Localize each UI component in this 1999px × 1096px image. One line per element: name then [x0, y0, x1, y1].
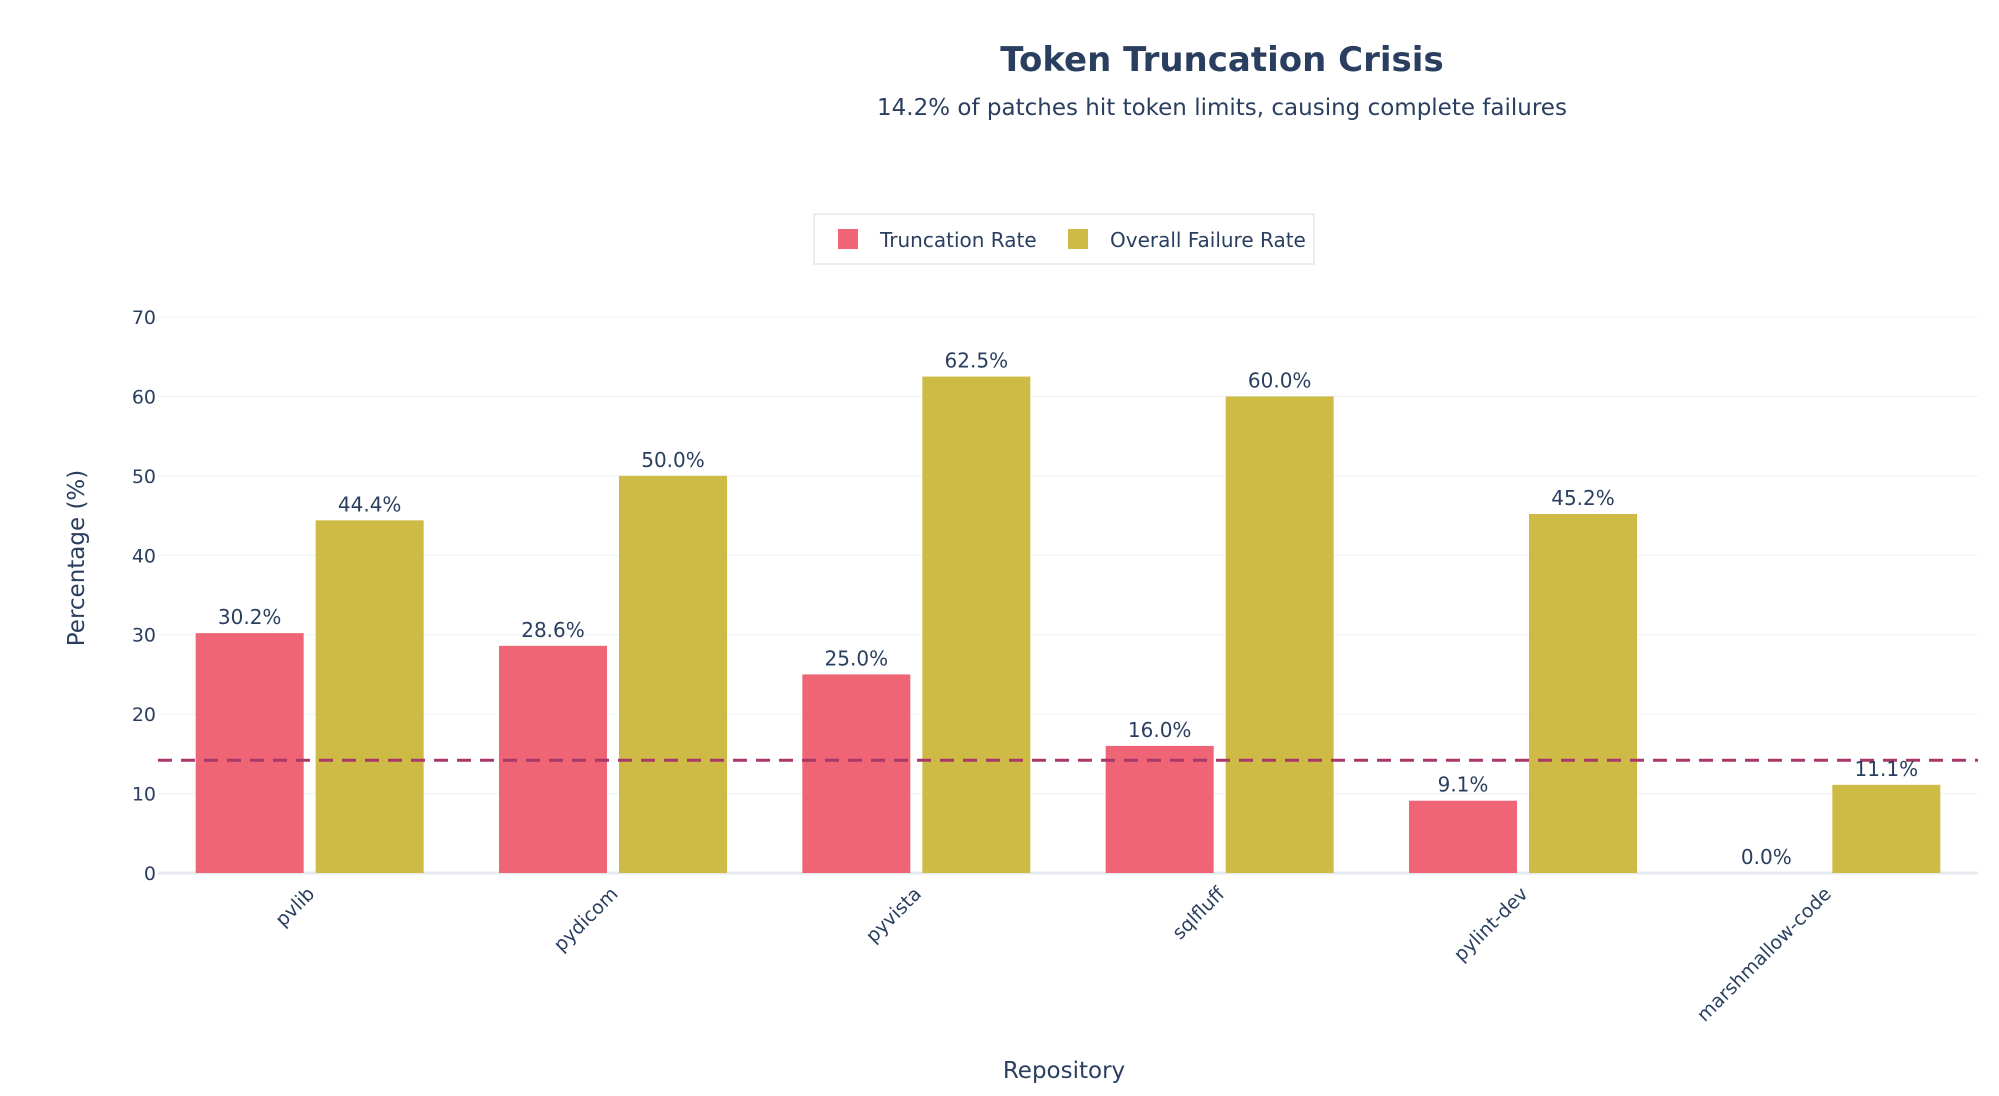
y-tick-label: 40 [132, 545, 156, 567]
bar-overall-failure-rate-pvlib[interactable] [315, 520, 424, 873]
y-tick-label: 30 [132, 625, 156, 647]
bar-overall-failure-rate-marshmallow-code[interactable] [1832, 784, 1941, 873]
x-tick-label: sqlfluff [1168, 882, 1230, 944]
x-tick-label: pylint-dev [1450, 883, 1533, 966]
data-label-overall-failure-rate-pylint-dev: 45.2% [1551, 486, 1615, 510]
bar-overall-failure-rate-pydicom[interactable] [619, 475, 727, 873]
bar-truncation-rate-sqlfluff[interactable] [1105, 745, 1214, 873]
chart-subtitle: 14.2% of patches hit token limits, causi… [877, 95, 1567, 121]
data-label-truncation-rate-pylint-dev: 9.1% [1438, 773, 1489, 797]
legend-box [813, 213, 1315, 265]
legend-label-overall-failure-rate[interactable]: Overall Failure Rate [1110, 228, 1306, 252]
data-label-overall-failure-rate-pydicom: 50.0% [641, 448, 705, 472]
data-label-overall-failure-rate-marshmallow-code: 11.1% [1855, 757, 1919, 781]
data-label-truncation-rate-marshmallow-code: 0.0% [1741, 845, 1792, 869]
bar-truncation-rate-pvlib[interactable] [195, 633, 304, 873]
y-axis-title: Percentage (%) [64, 470, 90, 647]
y-tick-label: 0 [144, 863, 156, 885]
data-labels: 30.2% 44.4% 28.6% 50.0% 25.0% 62.5% 16.0% 60.0%… [218, 349, 1918, 869]
chart-title: Token Truncation Crisis [1000, 40, 1443, 80]
data-label-truncation-rate-sqlfluff: 16.0% [1128, 718, 1192, 742]
bars [195, 376, 1941, 873]
y-tick-label: 20 [132, 704, 156, 726]
gridlines [158, 316, 1978, 875]
bar-truncation-rate-pyvista[interactable] [802, 674, 911, 873]
x-tick-label: marshmallow-code [1693, 883, 1836, 1026]
bar-overall-failure-rate-sqlfluff[interactable] [1225, 396, 1334, 873]
data-label-truncation-rate-pvlib: 30.2% [218, 605, 282, 629]
bar-overall-failure-rate-pyvista[interactable] [922, 376, 1031, 873]
data-label-overall-failure-rate-pvlib: 44.4% [338, 492, 402, 516]
y-tick-label: 70 [132, 307, 156, 329]
bar-truncation-rate-pylint-dev[interactable] [1409, 800, 1517, 873]
y-tick-label: 60 [132, 386, 156, 408]
x-tick-label: pyvista [862, 883, 926, 947]
data-label-overall-failure-rate-pyvista: 62.5% [945, 349, 1009, 373]
x-tick-label: pydicom [550, 883, 623, 956]
legend-swatch-truncation-rate[interactable] [838, 229, 858, 249]
y-tick-label: 10 [132, 784, 156, 806]
data-label-truncation-rate-pyvista: 25.0% [825, 646, 889, 670]
y-axis-ticks: 0 10 20 30 40 50 60 70 [132, 307, 156, 885]
x-axis-title: Repository [1003, 1058, 1125, 1084]
data-label-truncation-rate-pydicom: 28.6% [521, 618, 585, 642]
x-axis-ticks: pvlib pydicom pyvista sqlfluff pylint-dev mar… [271, 882, 1836, 1026]
legend: Truncation Rate Overall Failure Rate [813, 213, 1315, 265]
legend-label-truncation-rate[interactable]: Truncation Rate [879, 228, 1037, 252]
data-label-overall-failure-rate-sqlfluff: 60.0% [1248, 368, 1312, 392]
legend-swatch-overall-failure-rate[interactable] [1068, 229, 1088, 249]
y-tick-label: 50 [132, 466, 156, 488]
x-tick-label: pvlib [271, 883, 319, 931]
bar-overall-failure-rate-pylint-dev[interactable] [1529, 513, 1637, 873]
